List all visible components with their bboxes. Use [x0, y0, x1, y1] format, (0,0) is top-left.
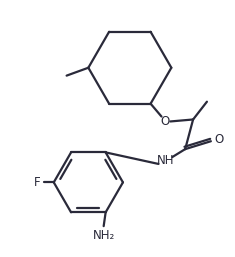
Text: O: O — [161, 115, 170, 128]
Text: O: O — [214, 133, 223, 146]
Text: F: F — [34, 176, 40, 189]
Text: NH: NH — [157, 154, 174, 168]
Text: NH₂: NH₂ — [93, 228, 115, 242]
